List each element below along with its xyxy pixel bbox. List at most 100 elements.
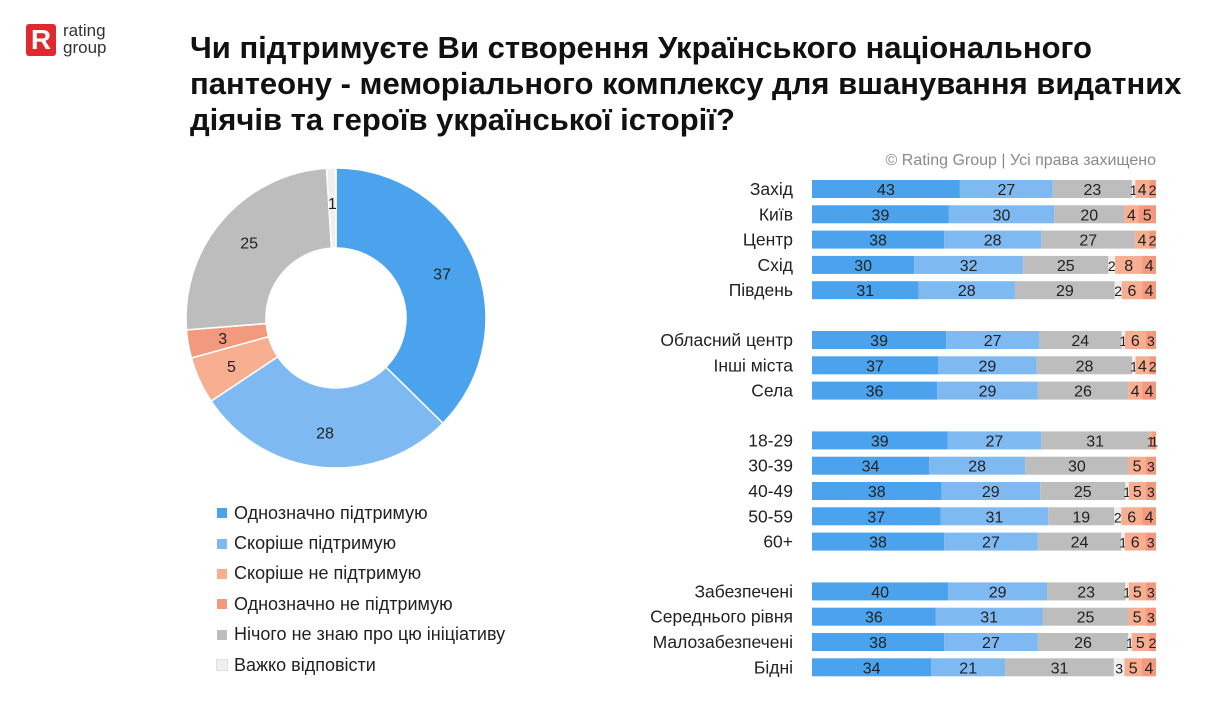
page-title: Чи підтримуєте Ви створення Українського… <box>190 30 1182 137</box>
bar-value-label: 30 <box>854 258 872 275</box>
bar-segment <box>1128 482 1146 500</box>
bar-value-label: 25 <box>1057 258 1075 275</box>
bar-value-label: 34 <box>863 660 881 677</box>
bar-value-label: 4 <box>1138 182 1147 199</box>
bar-category-label: 50-59 <box>748 506 793 526</box>
bar-value-label: 4 <box>1131 384 1140 401</box>
bar-segment <box>812 281 919 300</box>
bar-value-label: 38 <box>869 233 887 250</box>
bar-segment <box>812 482 942 500</box>
logo-mark: R <box>26 24 56 56</box>
bar-value-label: 27 <box>1079 233 1097 250</box>
bar-segment <box>1054 205 1125 224</box>
legend-swatch <box>217 508 227 519</box>
bar-category-label: 18-29 <box>748 430 793 450</box>
bar-value-label: 24 <box>1071 535 1089 552</box>
bar-segment <box>959 180 1053 198</box>
bar-segment <box>1149 633 1156 651</box>
bar-category-label: Малозабезпечені <box>653 632 793 652</box>
donut-slice <box>185 167 333 331</box>
logo-text: rating group <box>63 21 107 57</box>
bar-value-label: 37 <box>866 358 884 375</box>
bar-segment <box>812 381 938 400</box>
bar-segment <box>812 607 936 626</box>
bar-segment <box>1149 356 1156 375</box>
bar-segment <box>1142 507 1156 526</box>
bar-segment <box>1121 331 1126 349</box>
legend-item: Скоріше не підтримую <box>217 559 505 589</box>
bar-segment <box>1121 281 1143 300</box>
bar-value-label: 38 <box>868 484 886 501</box>
bar-segment <box>1128 456 1146 475</box>
donut-chart: 37 28 53 25 1 <box>185 167 487 469</box>
bar-segment <box>812 633 945 651</box>
bar-segment <box>812 230 945 249</box>
bar-segment <box>1121 507 1143 526</box>
bar-value-label: 4 <box>1145 384 1154 401</box>
legend-swatch <box>217 629 227 640</box>
bar-value-label: 38 <box>869 535 887 552</box>
bar-value-label: 29 <box>982 484 1000 501</box>
bar-segment <box>944 230 1042 249</box>
bar-category-label: Центр <box>743 230 793 250</box>
bar-segment <box>812 431 948 450</box>
bar-value-label: 27 <box>982 635 1000 652</box>
bar-segment <box>1005 658 1114 677</box>
bar-segment <box>1128 607 1146 626</box>
bar-category-label: Середнього рівня <box>650 607 793 627</box>
bar-segment <box>1131 633 1150 651</box>
bar-segment <box>1145 456 1156 475</box>
donut-slice <box>210 355 444 469</box>
bar-value-label: 4 <box>1138 358 1147 375</box>
bar-value-label: 36 <box>866 384 884 401</box>
bar-segment <box>1040 482 1126 500</box>
bar-value-label: 4 <box>1127 207 1136 224</box>
bar-category-label: Забезпечені <box>694 581 793 601</box>
bar-segment <box>812 331 947 349</box>
bar-value-label: 5 <box>1133 610 1142 627</box>
bar-value-label: 21 <box>959 660 977 677</box>
bar-value-label: 27 <box>984 333 1002 350</box>
bar-value-label: 20 <box>1080 207 1098 224</box>
bar-value-label: 31 <box>856 283 874 300</box>
bar-value-label: 1 <box>1119 333 1127 349</box>
bar-value-label: 6 <box>1131 333 1140 350</box>
bar-segment <box>1145 532 1156 551</box>
legend-label: Однозначно підтримую <box>234 502 428 523</box>
bar-value-label: 5 <box>1133 459 1142 476</box>
bar-value-label: 36 <box>865 610 883 627</box>
bar-value-label: 31 <box>1086 433 1104 450</box>
bar-segment <box>1135 356 1150 375</box>
bar-value-label: 27 <box>997 182 1015 199</box>
bar-segment <box>1115 255 1143 274</box>
bar-segment <box>1145 331 1156 349</box>
bar-value-label: 28 <box>1076 358 1094 375</box>
bar-segment <box>948 582 1048 601</box>
bar-segment <box>1014 281 1115 300</box>
bar-segment <box>914 255 1024 274</box>
bar-category-label: 40-49 <box>748 481 793 501</box>
bar-value-label: 25 <box>1077 610 1095 627</box>
legend-label: Важко відповісти <box>234 654 376 675</box>
bar-value-label: 3 <box>1147 535 1155 551</box>
bar-value-label: 6 <box>1127 283 1136 300</box>
bar-category-label: Київ <box>759 204 793 224</box>
donut-slice-label: 28 <box>316 425 334 442</box>
bar-segment <box>946 331 1040 349</box>
legend-item: Важко відповісти <box>216 650 505 680</box>
bar-segment <box>1037 633 1129 651</box>
bar-value-label: 6 <box>1127 509 1136 526</box>
donut-slice-label: 37 <box>433 267 451 284</box>
bar-value-label: 1 <box>1147 433 1155 449</box>
bar-value-label: 3 <box>1147 584 1155 600</box>
bar-segment <box>1132 356 1136 375</box>
bar-segment <box>1114 507 1122 526</box>
bar-segment <box>1041 230 1136 249</box>
bar-value-label: 28 <box>968 459 986 476</box>
bar-segment <box>1135 230 1150 249</box>
legend-swatch <box>216 659 228 672</box>
bar-segment <box>1037 532 1122 551</box>
bar-segment <box>1128 582 1146 601</box>
bar-value-label: 4 <box>1145 283 1154 300</box>
